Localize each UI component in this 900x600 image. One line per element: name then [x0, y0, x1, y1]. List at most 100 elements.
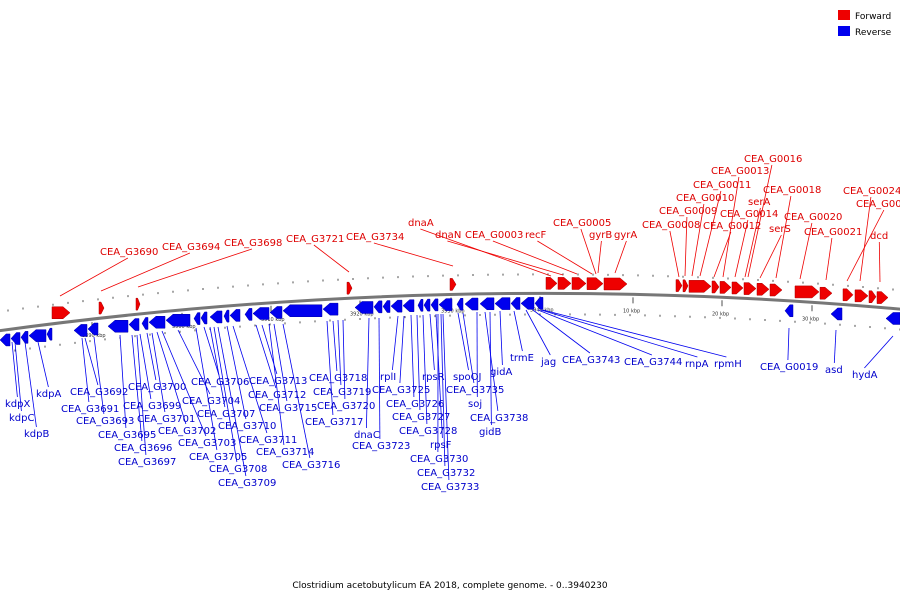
reverse-gene-arrow [128, 318, 140, 331]
forward-gene-label: CEA_G3698 [224, 238, 282, 249]
forward-gene-arrow [731, 281, 744, 295]
forward-gene-arrow [682, 279, 689, 293]
reverse-gene-label: CEA_G3710 [218, 421, 276, 432]
reverse-leader-line [499, 310, 503, 366]
forward-leader-line [878, 241, 881, 283]
forward-leader-line [722, 176, 740, 278]
reverse-leader-line [864, 335, 894, 369]
forward-gene-label: dnaN [435, 230, 461, 241]
reverse-gene-label: rplI [380, 372, 396, 383]
reverse-leader-line [399, 315, 405, 384]
reverse-gene-label: CEA_G3719 [313, 387, 371, 398]
reverse-leader-line [232, 325, 268, 434]
scale-tick-label: 10 kbp [623, 308, 640, 314]
reverse-gene-label: hydA [852, 370, 878, 381]
forward-gene-label: CEA_G0012 [703, 221, 761, 232]
forward-leader-line [597, 240, 602, 274]
reverse-gene-label: CEA_G3727 [392, 412, 450, 423]
forward-gene-label: CEA_G0016 [744, 154, 802, 165]
reverse-gene-arrow [494, 297, 511, 310]
scale-tick-label: 30 kbp [802, 316, 819, 322]
forward-gene-label: CEA_G0021 [804, 227, 862, 238]
gene-arrows [0, 277, 900, 347]
reverse-gene-arrow [193, 312, 201, 325]
reverse-gene-label: rnpA [685, 359, 709, 370]
forward-leader-line [100, 252, 191, 292]
reverse-gene-arrow [148, 316, 166, 329]
forward-leader-line [669, 230, 680, 278]
reverse-gene-label: CEA_G3716 [282, 460, 340, 471]
forward-gene-label: CEA_G0003 [465, 230, 523, 241]
reverse-gene-label: gidA [490, 367, 512, 378]
forward-gene-arrow [603, 277, 628, 291]
legend: Forward Reverse [838, 10, 892, 38]
forward-gene-arrow [449, 278, 457, 291]
reverse-leader-line [139, 333, 152, 400]
scale-tick-label: 20 kbp [712, 311, 729, 317]
reverse-gene-arrow [20, 331, 29, 344]
forward-gene-label: serA [748, 197, 770, 208]
reverse-leader-line [366, 317, 370, 429]
reverse-gene-arrow [0, 333, 11, 347]
forward-gene-label: CEA_G3694 [162, 242, 220, 253]
forward-gene-label: dnaA [408, 218, 434, 229]
forward-gene-label: CEA_G0009 [659, 206, 717, 217]
reverse-gene-label: CEA_G3693 [76, 416, 134, 427]
reverse-leader-line [146, 332, 157, 381]
label-leaders [11, 164, 894, 481]
reverse-gene-arrow [229, 309, 241, 322]
reverse-gene-arrow [373, 300, 383, 314]
gene-labels: CEA_G3690 CEA_G3694 CEA_G3698 CEA_G3721 CEA_… [5, 154, 900, 493]
forward-gene-arrow [854, 289, 869, 303]
forward-leader-line [313, 244, 350, 273]
reverse-gene-label: CEA_G3709 [218, 478, 276, 489]
forward-gene-arrow [98, 301, 105, 315]
forward-gene-arrow [571, 277, 587, 290]
forward-gene-label: gyrA [614, 230, 637, 241]
genome-backbone [0, 291, 900, 333]
forward-gene-arrow [545, 277, 558, 290]
forward-gene-arrow [868, 290, 877, 304]
forward-gene-label: serS [769, 224, 791, 235]
reverse-gene-label: CEA_G3706 [191, 377, 249, 388]
reverse-gene-arrow [534, 297, 544, 310]
reverse-gene-label: CEA_G3743 [562, 355, 620, 366]
reverse-gene-arrow [73, 324, 88, 337]
reverse-gene-label: CEA_G3725 [372, 385, 430, 396]
reverse-gene-arrow [46, 327, 53, 341]
figure-caption: Clostridium acetobutylicum EA 2018, comp… [292, 581, 607, 591]
forward-gene-arrow [135, 297, 141, 311]
reverse-gene-label: rpmH [714, 359, 742, 370]
forward-leader-line [846, 209, 885, 282]
reverse-leader-line [209, 326, 226, 408]
reverse-gene-label: kdpC [9, 413, 34, 424]
reverse-leader-line [84, 337, 99, 386]
reverse-gene-label: CEA_G3712 [248, 390, 306, 401]
reverse-gene-label: kdpX [5, 399, 30, 410]
reverse-gene-label: CEA_G3728 [399, 426, 457, 437]
reverse-gene-label: CEA_G3730 [410, 454, 468, 465]
reverse-gene-arrow [282, 304, 323, 318]
reverse-gene-arrow [417, 299, 424, 312]
reverse-gene-label: CEA_G3707 [197, 409, 255, 420]
forward-gene-label: CEA_G0014 [720, 209, 778, 220]
reverse-gene-label: trmE [510, 353, 534, 364]
legend-reverse-label: Reverse [855, 28, 892, 38]
reverse-leader-line [24, 341, 37, 428]
reverse-leader-line [119, 334, 127, 429]
forward-gene-arrow [711, 280, 720, 294]
forward-gene-arrow [819, 286, 833, 300]
forward-leader-line [734, 219, 749, 278]
reverse-gene-label: CEA_G3692 [70, 387, 128, 398]
legend-forward-label: Forward [855, 12, 891, 22]
reverse-leader-line [226, 325, 247, 420]
reverse-gene-label: CEA_G3696 [114, 443, 172, 454]
reverse-gene-arrow [209, 310, 223, 324]
reverse-gene-arrow [107, 319, 129, 333]
reverse-leader-line [429, 313, 435, 371]
reverse-gene-label: CEA_G3701 [137, 414, 195, 425]
reverse-leader-line [332, 320, 338, 372]
reverse-gene-label: CEA_G3697 [118, 457, 176, 468]
reverse-leader-line [440, 313, 446, 467]
